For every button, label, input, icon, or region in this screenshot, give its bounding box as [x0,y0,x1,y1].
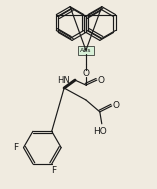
Text: HN: HN [57,76,70,85]
FancyBboxPatch shape [78,46,94,55]
Text: O: O [82,69,89,78]
Text: O: O [112,101,119,110]
Text: Abs: Abs [80,48,92,53]
Text: HO: HO [93,127,107,136]
Text: F: F [51,166,56,175]
Text: F: F [13,143,18,152]
Text: O: O [97,76,104,85]
